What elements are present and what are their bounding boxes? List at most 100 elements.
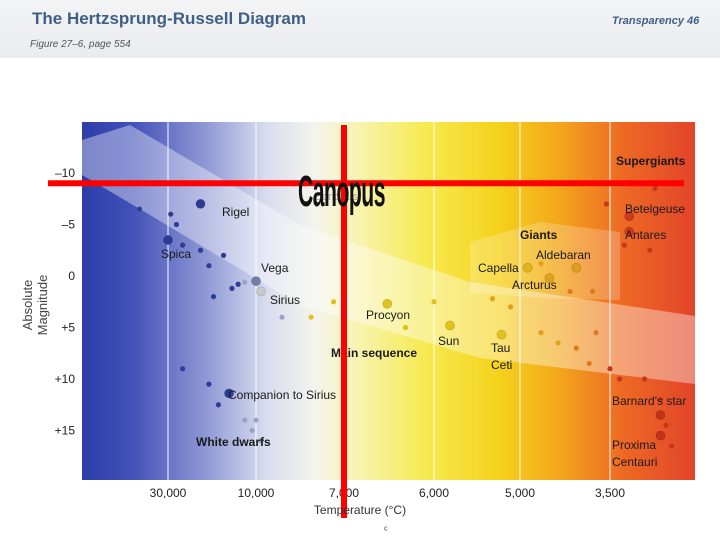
label-ceti: Ceti <box>491 358 512 372</box>
giants-band <box>470 222 620 300</box>
star-point-aldebaran <box>571 262 582 273</box>
label-antares: Antares <box>625 228 666 242</box>
y-tick-label: +10 <box>55 372 76 386</box>
field-star-point <box>210 294 217 300</box>
field-star-point <box>168 211 174 217</box>
label-barnards-star: Barnard's star <box>612 394 686 408</box>
field-star-point <box>593 330 599 336</box>
star-point-sirius <box>256 286 266 297</box>
field-star-point <box>641 376 648 382</box>
field-star-point <box>136 206 143 212</box>
field-star-point <box>258 438 264 444</box>
field-star-point <box>242 417 248 423</box>
field-star-point <box>668 443 675 449</box>
field-star-point <box>603 201 610 207</box>
label-white-dwarfs: White dwarfs <box>196 435 271 449</box>
label-supergiants: Supergiants <box>616 154 686 168</box>
page-header: The Hertzsprung-Russell Diagram Figure 2… <box>0 0 720 58</box>
label-sirius: Sirius <box>270 293 300 307</box>
star-point-tau-ceti <box>496 329 507 340</box>
field-star-point <box>607 366 613 372</box>
canopus-annotation: Canopus <box>298 167 385 216</box>
field-star-point <box>589 288 596 295</box>
field-star-point <box>229 285 235 291</box>
field-star-point <box>402 324 409 331</box>
field-star-point <box>197 247 204 253</box>
y-tick-label: 0 <box>68 269 75 283</box>
label-spica: Spica <box>161 247 191 261</box>
footer-mark: ᶜ <box>384 525 388 536</box>
field-star-point <box>538 330 544 336</box>
x-tick-label: 10,000 <box>238 486 275 500</box>
field-star-point <box>652 185 658 192</box>
label-procyon: Procyon <box>366 308 410 322</box>
star-point-arcturus <box>544 273 555 283</box>
label-canopus-faint: Canopus <box>314 191 359 203</box>
field-star-point <box>220 252 227 258</box>
label-vega: Vega <box>261 261 289 275</box>
field-star-point <box>180 242 186 248</box>
star-point-rigel <box>195 198 206 209</box>
transparency-number: Transparency 46 <box>612 15 700 27</box>
x-axis-label: Temperature (°C) <box>313 503 407 517</box>
x-tick-label: 30,000 <box>150 486 187 500</box>
label-sun: Sun <box>438 334 459 348</box>
field-star-point <box>235 281 241 287</box>
label-aldebaran: Aldebaran <box>536 248 591 262</box>
field-star-point <box>173 221 180 228</box>
field-star-point <box>647 247 653 253</box>
x-tick-label: 3,500 <box>595 486 625 500</box>
field-star-point <box>431 299 437 305</box>
label-proxima: Proxima <box>612 438 656 452</box>
field-star-point <box>538 261 544 267</box>
label-arcturus: Arcturus <box>512 278 557 292</box>
star-point-proxima-centauri <box>655 430 666 441</box>
star-point-sun <box>445 320 455 331</box>
x-tick-label: 6,000 <box>419 486 449 500</box>
star-point-spica <box>163 235 173 245</box>
star-point-capella <box>522 262 533 273</box>
field-star-point <box>621 242 627 248</box>
page-title: The Hertzsprung-Russell Diagram <box>32 9 306 28</box>
y-tick-label: –10 <box>55 166 75 180</box>
label-tau: Tau <box>491 341 510 355</box>
y-tick-label: –5 <box>62 218 76 232</box>
field-star-point <box>206 263 212 269</box>
field-star-point <box>253 417 259 423</box>
y-tick-label: +5 <box>61 321 75 335</box>
y-tick-label: +15 <box>55 424 76 438</box>
label-companion-to-sirius: Companion to Sirius <box>228 388 336 402</box>
field-star-point <box>308 314 314 320</box>
figure-reference: Figure 27–6, page 554 <box>30 39 131 50</box>
field-star-point <box>279 314 285 320</box>
field-star-point <box>586 360 592 367</box>
field-star-point <box>616 376 623 382</box>
star-point-procyon <box>382 298 393 309</box>
field-star-point <box>242 279 248 285</box>
field-star-point <box>249 427 255 434</box>
field-star-point <box>567 288 573 295</box>
field-star-point <box>663 422 669 428</box>
label-rigel: Rigel <box>222 205 249 219</box>
field-star-point <box>508 304 514 310</box>
field-star-point <box>555 340 561 346</box>
label-centauri: Centauri <box>612 455 657 469</box>
star-point-vega <box>251 276 261 287</box>
field-star-point <box>180 366 186 372</box>
field-star-point <box>215 402 221 408</box>
label-capella: Capella <box>478 261 519 275</box>
star-point-betelgeuse <box>624 211 635 222</box>
label-betelgeuse: Betelgeuse <box>625 202 685 216</box>
star-point-barnard-s-star <box>655 410 666 420</box>
field-star-point <box>489 296 496 302</box>
label-main-sequence: Main sequence <box>331 346 417 360</box>
field-star-point <box>573 345 579 351</box>
x-tick-label: 5,000 <box>505 486 535 500</box>
star-point-companion-to-sirius <box>224 388 234 399</box>
label-giants: Giants <box>520 228 558 242</box>
field-star-point <box>657 397 664 403</box>
field-star-point <box>331 299 337 305</box>
field-star-point <box>206 381 212 387</box>
star-point-antares <box>624 226 635 237</box>
